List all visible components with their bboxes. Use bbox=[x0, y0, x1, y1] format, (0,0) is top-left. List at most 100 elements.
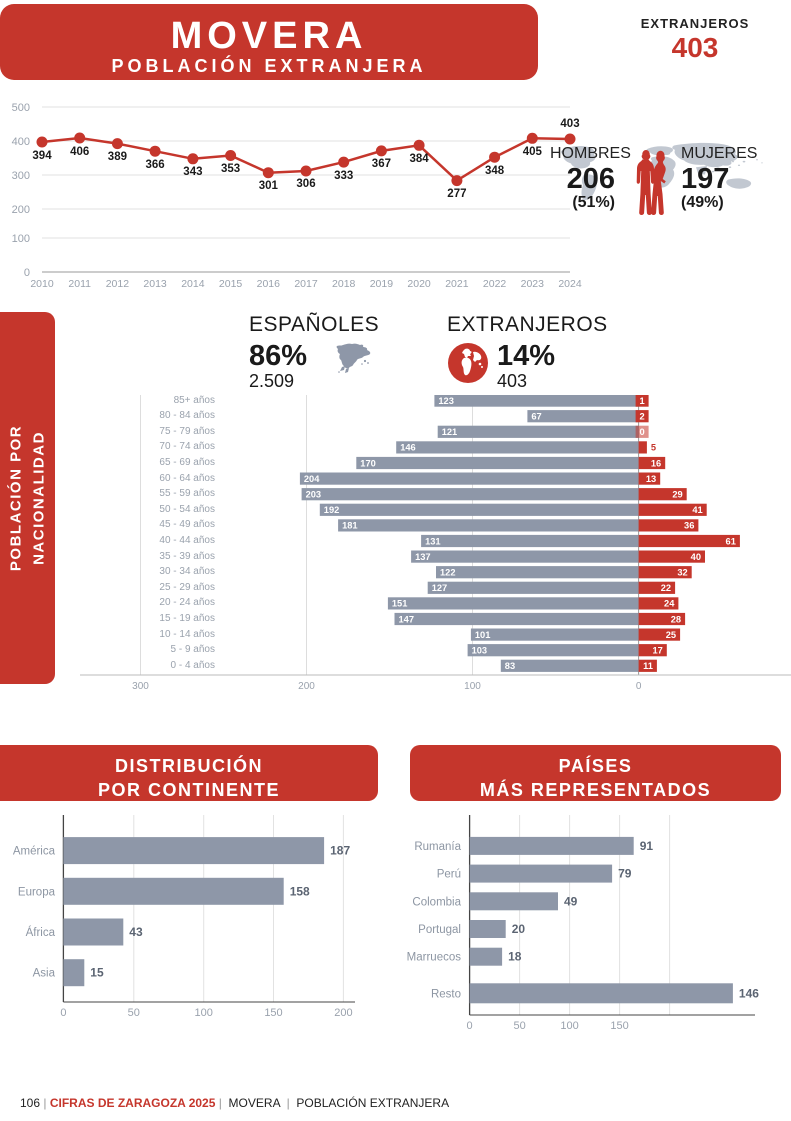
svg-text:49: 49 bbox=[564, 894, 578, 908]
svg-text:131: 131 bbox=[425, 536, 441, 546]
svg-text:384: 384 bbox=[410, 153, 430, 165]
svg-text:203: 203 bbox=[306, 490, 322, 500]
svg-text:406: 406 bbox=[70, 146, 89, 158]
svg-text:306: 306 bbox=[296, 178, 315, 190]
svg-text:2015: 2015 bbox=[219, 278, 243, 290]
svg-text:2017: 2017 bbox=[294, 278, 318, 290]
svg-text:122: 122 bbox=[440, 568, 456, 578]
svg-text:150: 150 bbox=[264, 1007, 282, 1019]
svg-text:17: 17 bbox=[652, 646, 662, 656]
svg-text:91: 91 bbox=[640, 839, 654, 853]
svg-text:343: 343 bbox=[183, 166, 202, 178]
svg-text:277: 277 bbox=[447, 188, 466, 200]
svg-text:300: 300 bbox=[12, 170, 30, 182]
svg-text:137: 137 bbox=[415, 552, 431, 562]
svg-text:2011: 2011 bbox=[68, 278, 91, 290]
svg-text:Resto: Resto bbox=[431, 988, 461, 1000]
svg-text:333: 333 bbox=[334, 170, 353, 182]
svg-text:2013: 2013 bbox=[143, 278, 167, 290]
svg-text:Portugal: Portugal bbox=[418, 924, 461, 936]
svg-text:29: 29 bbox=[672, 490, 682, 500]
svg-text:2020: 2020 bbox=[407, 278, 431, 290]
svg-text:389: 389 bbox=[108, 151, 127, 163]
svg-text:41: 41 bbox=[692, 505, 702, 515]
svg-text:16: 16 bbox=[651, 458, 661, 468]
svg-text:2022: 2022 bbox=[483, 278, 507, 290]
svg-text:0: 0 bbox=[24, 267, 30, 279]
svg-text:Rumanía: Rumanía bbox=[414, 841, 461, 853]
svg-text:Europa: Europa bbox=[18, 886, 56, 898]
svg-text:348: 348 bbox=[485, 165, 505, 177]
svg-text:151: 151 bbox=[392, 599, 408, 609]
svg-text:Colombia: Colombia bbox=[412, 896, 461, 908]
svg-text:79: 79 bbox=[618, 867, 632, 881]
svg-text:22: 22 bbox=[661, 583, 671, 593]
svg-text:146: 146 bbox=[400, 443, 416, 453]
svg-text:0: 0 bbox=[60, 1007, 66, 1019]
svg-text:500: 500 bbox=[12, 102, 30, 114]
svg-text:83: 83 bbox=[505, 661, 515, 671]
svg-text:200: 200 bbox=[12, 204, 30, 216]
svg-text:100: 100 bbox=[12, 233, 30, 245]
svg-text:20: 20 bbox=[512, 922, 526, 936]
svg-text:2016: 2016 bbox=[257, 278, 281, 290]
svg-text:101: 101 bbox=[475, 630, 491, 640]
svg-text:50: 50 bbox=[513, 1020, 525, 1030]
svg-text:40: 40 bbox=[691, 552, 701, 562]
svg-text:África: África bbox=[26, 926, 56, 939]
svg-text:50: 50 bbox=[128, 1007, 140, 1019]
svg-text:200: 200 bbox=[334, 1007, 352, 1019]
svg-text:1: 1 bbox=[640, 396, 645, 406]
svg-text:5: 5 bbox=[651, 443, 656, 453]
svg-text:367: 367 bbox=[372, 158, 391, 170]
svg-text:394: 394 bbox=[32, 150, 52, 162]
svg-text:43: 43 bbox=[129, 925, 143, 939]
svg-text:2010: 2010 bbox=[30, 278, 54, 290]
svg-text:301: 301 bbox=[259, 180, 279, 192]
svg-text:100: 100 bbox=[195, 1007, 213, 1019]
svg-text:Marruecos: Marruecos bbox=[407, 952, 462, 964]
svg-text:400: 400 bbox=[12, 136, 30, 148]
svg-text:13: 13 bbox=[646, 474, 656, 484]
svg-text:2018: 2018 bbox=[332, 278, 356, 290]
svg-text:158: 158 bbox=[290, 884, 310, 898]
svg-text:127: 127 bbox=[432, 583, 448, 593]
svg-text:0: 0 bbox=[467, 1020, 473, 1030]
svg-text:24: 24 bbox=[664, 599, 675, 609]
svg-text:2: 2 bbox=[640, 412, 645, 422]
svg-text:121: 121 bbox=[442, 427, 458, 437]
svg-text:2012: 2012 bbox=[106, 278, 130, 290]
svg-text:187: 187 bbox=[330, 844, 350, 858]
svg-text:Perú: Perú bbox=[437, 869, 461, 881]
svg-text:353: 353 bbox=[221, 163, 240, 175]
svg-text:25: 25 bbox=[666, 630, 676, 640]
svg-text:61: 61 bbox=[726, 536, 736, 546]
svg-text:0: 0 bbox=[636, 681, 642, 692]
svg-text:100: 100 bbox=[464, 681, 481, 692]
svg-text:2021: 2021 bbox=[445, 278, 469, 290]
svg-text:181: 181 bbox=[342, 521, 358, 531]
svg-text:192: 192 bbox=[324, 505, 340, 515]
svg-text:32: 32 bbox=[677, 568, 687, 578]
svg-text:405: 405 bbox=[523, 146, 543, 158]
svg-text:0: 0 bbox=[640, 427, 645, 437]
svg-text:Asia: Asia bbox=[33, 968, 56, 980]
svg-text:103: 103 bbox=[472, 646, 488, 656]
svg-text:28: 28 bbox=[671, 614, 681, 624]
svg-text:36: 36 bbox=[684, 521, 694, 531]
svg-text:América: América bbox=[13, 846, 56, 858]
svg-text:15: 15 bbox=[90, 966, 104, 980]
svg-text:150: 150 bbox=[610, 1020, 628, 1030]
svg-text:170: 170 bbox=[360, 458, 376, 468]
svg-text:146: 146 bbox=[739, 986, 759, 1000]
svg-text:366: 366 bbox=[146, 159, 165, 171]
svg-text:100: 100 bbox=[560, 1020, 578, 1030]
svg-text:300: 300 bbox=[132, 681, 149, 692]
svg-text:200: 200 bbox=[298, 681, 315, 692]
svg-text:123: 123 bbox=[438, 396, 454, 406]
svg-text:2023: 2023 bbox=[521, 278, 545, 290]
svg-text:67: 67 bbox=[531, 412, 541, 422]
svg-text:2014: 2014 bbox=[181, 278, 205, 290]
svg-text:18: 18 bbox=[508, 950, 522, 964]
svg-text:204: 204 bbox=[304, 474, 320, 484]
